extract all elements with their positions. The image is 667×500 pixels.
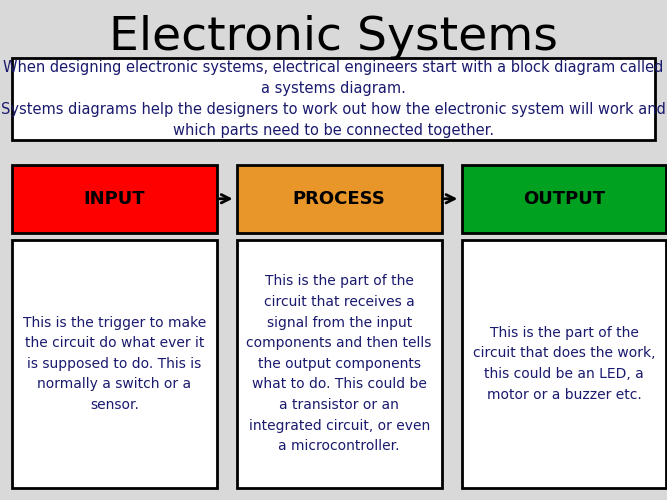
FancyBboxPatch shape	[237, 165, 442, 232]
Text: This is the part of the
circuit that does the work,
this could be an LED, a
moto: This is the part of the circuit that doe…	[473, 326, 655, 402]
Text: INPUT: INPUT	[83, 190, 145, 208]
Text: OUTPUT: OUTPUT	[523, 190, 605, 208]
FancyBboxPatch shape	[462, 240, 666, 488]
Text: This is the trigger to make
the circuit do what ever it
is supposed to do. This : This is the trigger to make the circuit …	[23, 316, 206, 412]
FancyBboxPatch shape	[462, 165, 666, 232]
FancyBboxPatch shape	[12, 58, 655, 140]
Text: When designing electronic systems, electrical engineers start with a block diagr: When designing electronic systems, elect…	[1, 60, 666, 138]
Text: PROCESS: PROCESS	[293, 190, 386, 208]
Text: Electronic Systems: Electronic Systems	[109, 15, 558, 60]
Text: This is the part of the
circuit that receives a
signal from the input
components: This is the part of the circuit that rec…	[247, 274, 432, 453]
FancyBboxPatch shape	[12, 165, 217, 232]
FancyBboxPatch shape	[12, 240, 217, 488]
FancyBboxPatch shape	[237, 240, 442, 488]
